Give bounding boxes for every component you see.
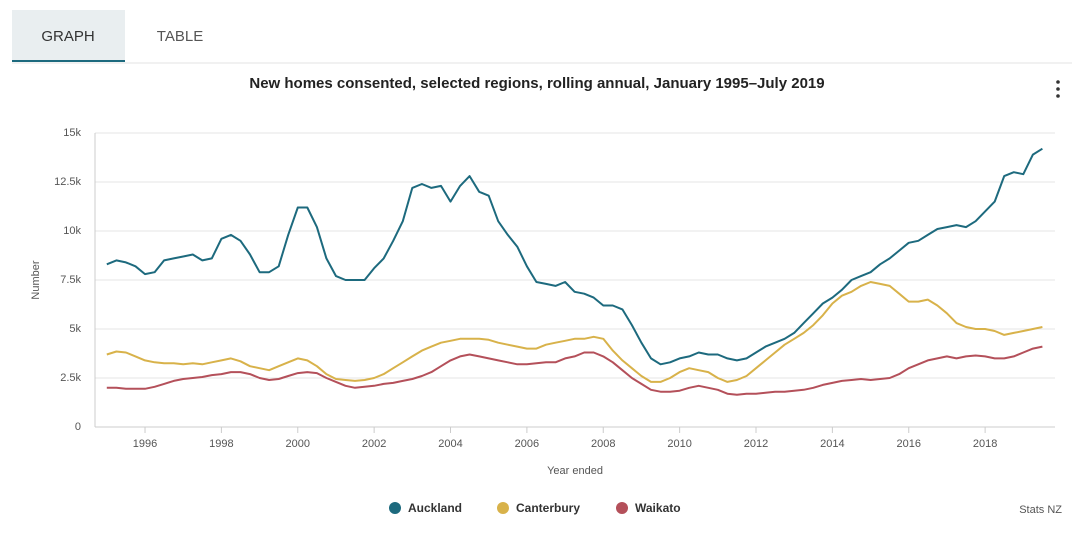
menu-dot	[1056, 94, 1060, 98]
x-axis-label: Year ended	[547, 465, 603, 477]
series-line	[106, 281, 1043, 383]
y-tick-label: 0	[75, 421, 81, 433]
x-tick-label: 2000	[286, 438, 310, 450]
tab-active-bg[interactable]	[12, 10, 125, 62]
legend-marker	[616, 502, 628, 514]
series-line	[106, 147, 1043, 366]
x-tick-label: 2014	[820, 438, 844, 450]
y-tick-label: 5k	[69, 323, 81, 335]
menu-dot	[1056, 80, 1060, 84]
x-tick-label: 2002	[362, 438, 386, 450]
legend-label: Auckland	[408, 501, 462, 515]
y-tick-label: 7.5k	[60, 274, 81, 286]
x-tick-label: 1996	[133, 438, 157, 450]
legend-label: Waikato	[635, 501, 681, 515]
y-tick-label: 2.5k	[60, 372, 81, 384]
series-line	[106, 345, 1043, 396]
source: Stats NZ	[1019, 504, 1062, 516]
y-tick-label: 15k	[63, 127, 81, 139]
tab-table[interactable]: TABLE	[157, 28, 203, 45]
x-tick-label: 2016	[897, 438, 921, 450]
legend-marker	[389, 502, 401, 514]
x-tick-label: 2004	[438, 438, 462, 450]
x-tick-label: 2012	[744, 438, 768, 450]
x-tick-label: 2010	[667, 438, 691, 450]
chart-title: New homes consented, selected regions, r…	[249, 75, 824, 92]
x-tick-label: 2006	[515, 438, 539, 450]
legend-label: Canterbury	[516, 501, 580, 515]
y-axis-label: Number	[30, 260, 42, 299]
menu-dot	[1056, 87, 1060, 91]
y-tick-label: 12.5k	[54, 176, 81, 188]
x-tick-label: 1998	[209, 438, 233, 450]
x-tick-label: 2008	[591, 438, 615, 450]
menu-button[interactable]	[1056, 80, 1060, 98]
legend-marker	[497, 502, 509, 514]
y-tick-label: 10k	[63, 225, 81, 237]
tab-graph[interactable]: GRAPH	[41, 28, 94, 45]
x-tick-label: 2018	[973, 438, 997, 450]
